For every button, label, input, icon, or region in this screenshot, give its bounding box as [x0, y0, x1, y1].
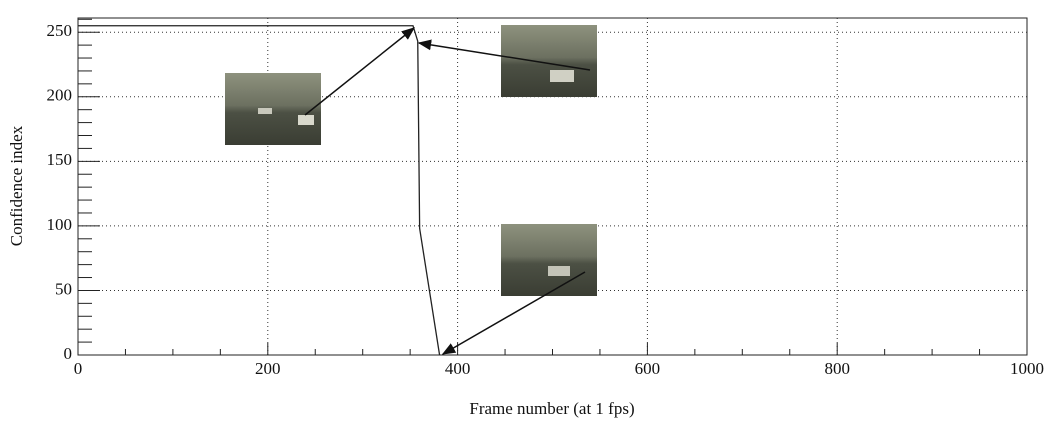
y-tick-label: 200 [47, 86, 73, 105]
inset-photos [225, 25, 597, 296]
inset-photo [501, 25, 597, 97]
x-tick-label: 600 [635, 359, 661, 378]
x-tick-label: 200 [255, 359, 281, 378]
x-tick-label: 400 [445, 359, 471, 378]
y-tick-label: 250 [47, 21, 73, 40]
annotation-arrows [304, 27, 591, 355]
x-tick-label: 1000 [1010, 359, 1044, 378]
x-axis-title: Frame number (at 1 fps) [469, 399, 634, 418]
arrow [304, 27, 416, 116]
arrow [441, 271, 586, 355]
car [548, 266, 570, 276]
car [258, 108, 272, 114]
arrow [417, 39, 591, 71]
x-tick-label: 0 [74, 359, 83, 378]
inset-photo [225, 73, 321, 145]
x-tick-label: 800 [824, 359, 850, 378]
y-axis-title: Confidence index [7, 125, 26, 246]
car [550, 70, 574, 82]
y-tick-label: 50 [55, 279, 72, 298]
y-tick-label: 100 [47, 215, 73, 234]
y-tick-label: 0 [64, 344, 73, 363]
y-tick-label: 150 [47, 150, 73, 169]
inset-photo [501, 224, 597, 296]
car [298, 115, 314, 125]
plot-frame [77, 17, 1028, 356]
